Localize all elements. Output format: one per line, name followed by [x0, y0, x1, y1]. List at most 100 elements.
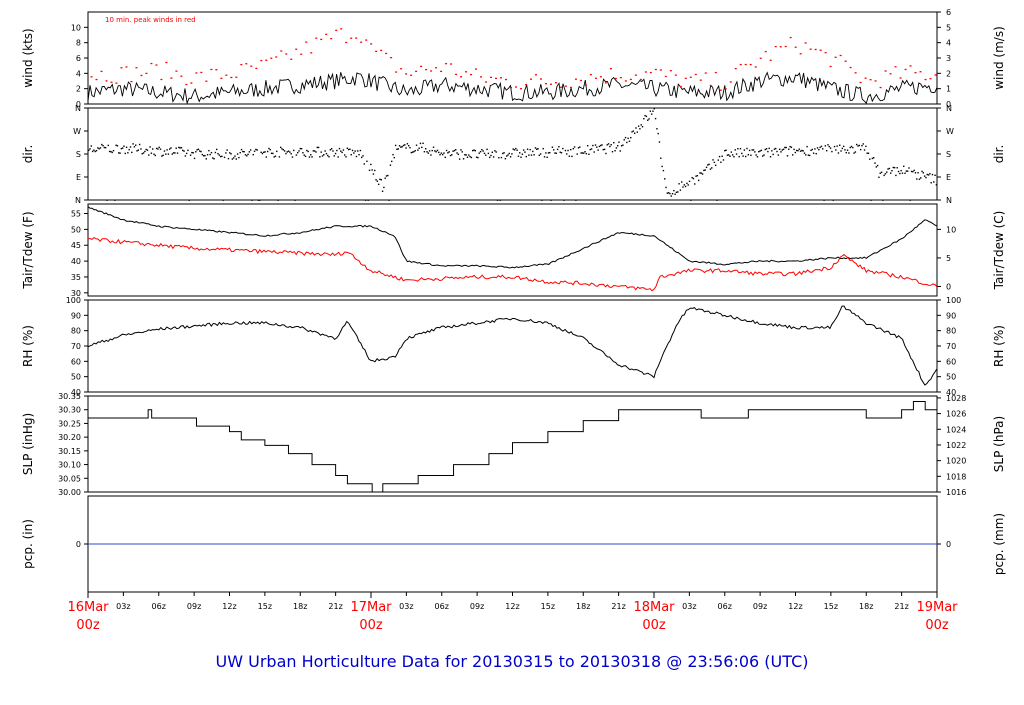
direction-point	[564, 149, 567, 152]
direction-point	[925, 176, 927, 179]
direction-point	[404, 144, 406, 146]
direction-point	[276, 150, 278, 153]
direction-point	[452, 150, 454, 152]
direction-point	[899, 172, 901, 175]
direction-point	[124, 152, 126, 155]
direction-point	[577, 147, 580, 149]
direction-point	[170, 147, 172, 149]
direction-point	[263, 151, 265, 154]
direction-point	[722, 159, 725, 161]
direction-point	[131, 151, 133, 154]
direction-point	[842, 145, 845, 148]
direction-point	[597, 149, 599, 151]
direction-point	[815, 152, 817, 155]
direction-point	[478, 152, 480, 154]
y-axis-label-left: wind (kts)	[21, 28, 35, 87]
y-axis-label-right: dir.	[992, 145, 1006, 164]
direction-point	[761, 155, 764, 157]
direction-point	[218, 154, 221, 156]
peak-wind-point	[265, 59, 268, 61]
direction-point	[637, 125, 640, 127]
peak-wind-point	[879, 86, 882, 89]
y-axis-label-right: wind (m/s)	[992, 26, 1006, 90]
direction-point	[431, 149, 433, 152]
peak-wind-point	[290, 58, 293, 60]
direction-point	[324, 150, 326, 152]
right-tick-label: 1	[946, 85, 951, 94]
peak-wind-point	[904, 68, 907, 71]
direction-point	[277, 199, 279, 201]
y-axis-label-left: RH (%)	[21, 325, 35, 367]
series-wind-speed	[87, 71, 938, 105]
direction-point	[197, 148, 200, 150]
direction-point	[537, 148, 539, 150]
direction-point	[849, 146, 851, 149]
direction-point	[451, 154, 453, 156]
direction-point	[435, 151, 437, 153]
direction-point	[892, 166, 894, 169]
direction-point	[319, 156, 321, 158]
direction-point	[491, 151, 494, 153]
left-tick-label: 30.15	[58, 447, 81, 456]
direction-point	[298, 150, 300, 152]
direction-point	[389, 164, 392, 166]
direction-point	[112, 149, 115, 152]
direction-point	[247, 153, 249, 156]
direction-point	[861, 144, 863, 147]
direction-point	[810, 149, 812, 152]
direction-point	[619, 150, 622, 152]
direction-point	[538, 154, 541, 157]
direction-point	[526, 148, 529, 150]
direction-point	[543, 156, 546, 158]
left-tick-label: 6	[76, 54, 81, 63]
direction-point	[157, 148, 159, 150]
direction-point	[172, 152, 175, 154]
direction-point	[714, 164, 717, 167]
direction-point	[136, 150, 138, 152]
direction-point	[750, 154, 752, 156]
direction-point	[780, 151, 782, 153]
direction-point	[185, 152, 188, 155]
direction-point	[246, 155, 248, 157]
direction-point	[819, 146, 821, 149]
direction-point	[554, 152, 556, 154]
peak-wind-point	[669, 70, 672, 72]
direction-point	[221, 155, 223, 158]
peak-wind-point	[719, 89, 722, 91]
left-tick-label: S	[76, 150, 81, 159]
direction-point	[590, 148, 593, 150]
direction-point	[103, 146, 106, 149]
direction-point	[259, 199, 261, 201]
panel-frame-slp	[87, 395, 938, 493]
left-tick-label: 60	[71, 357, 81, 366]
direction-point	[150, 152, 153, 154]
peak-wind-point	[709, 84, 712, 87]
direction-point	[104, 146, 107, 149]
direction-point	[418, 147, 420, 149]
direction-point	[759, 150, 761, 152]
left-tick-label: 30.05	[58, 474, 81, 483]
direction-point	[176, 152, 179, 154]
hour-tick-label: 09z	[753, 602, 767, 611]
direction-point	[733, 156, 735, 158]
direction-point	[781, 149, 783, 151]
direction-point	[359, 149, 362, 152]
direction-point	[504, 157, 507, 160]
direction-point	[771, 150, 773, 152]
direction-point	[635, 127, 637, 129]
peak-wind-point	[470, 73, 473, 76]
direction-point	[921, 170, 923, 173]
direction-point	[354, 150, 356, 152]
direction-point	[798, 148, 800, 150]
direction-point	[767, 150, 769, 153]
direction-point	[384, 177, 386, 179]
peak-wind-point	[285, 53, 288, 55]
left-tick-label: 30.35	[58, 392, 81, 401]
direction-point	[149, 146, 151, 148]
direction-point	[686, 182, 688, 185]
hour-tick-label: 06z	[435, 602, 449, 611]
direction-point	[281, 148, 283, 150]
direction-point	[231, 158, 234, 160]
left-tick-label: 4	[76, 69, 81, 78]
peak-wind-point	[95, 78, 98, 81]
